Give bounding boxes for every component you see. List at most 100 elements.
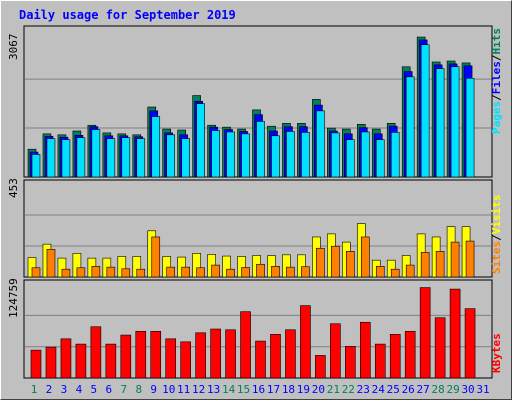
bar-kbytes-day-21 (330, 323, 341, 379)
bar-sites-day-25 (390, 268, 400, 278)
bar-kbytes-day-5 (90, 326, 102, 379)
day-label-5: 5 (91, 383, 98, 396)
bar-kbytes-day-8 (135, 330, 147, 379)
bar-kbytes-day-11 (180, 341, 191, 379)
day-label-6: 6 (106, 383, 113, 396)
bar-kbytes-day-24 (374, 343, 386, 379)
day-label-31: 31 (476, 383, 489, 396)
middle-legend: Sites/Visits (490, 195, 503, 275)
day-label-13: 13 (207, 383, 220, 396)
bar-sites-day-26 (405, 264, 415, 278)
bar-pages-day-11 (181, 138, 190, 178)
legend-sites: Sites (490, 241, 503, 274)
bar-pages-day-29 (450, 66, 460, 178)
bar-sites-day-13 (211, 264, 220, 278)
bar-pages-day-26 (405, 76, 415, 178)
legend-kbytes: KBytes (490, 333, 503, 373)
bar-kbytes-day-16 (255, 340, 266, 379)
day-label-8: 8 (135, 383, 142, 396)
bar-pages-day-16 (256, 121, 265, 178)
bar-kbytes-day-4 (75, 343, 87, 379)
bar-pages-day-23 (360, 131, 370, 178)
bar-pages-day-7 (121, 137, 131, 178)
day-label-9: 9 (150, 383, 157, 396)
bar-pages-day-20 (316, 110, 325, 178)
bar-sites-day-18 (286, 266, 295, 278)
bar-pages-day-6 (106, 138, 116, 178)
bar-kbytes-day-19 (300, 305, 311, 379)
day-label-19: 19 (297, 383, 310, 396)
bar-sites-day-2 (46, 248, 56, 278)
bar-kbytes-day-17 (270, 333, 281, 379)
bar-sites-day-24 (375, 266, 385, 278)
day-label-11: 11 (177, 383, 190, 396)
bar-sites-day-12 (196, 267, 205, 278)
bar-kbytes-day-28 (434, 317, 446, 379)
day-label-26: 26 (402, 383, 415, 396)
day-label-12: 12 (192, 383, 205, 396)
bar-sites-day-28 (435, 251, 445, 278)
bar-kbytes-day-25 (389, 333, 401, 379)
bar-sites-day-17 (271, 266, 280, 278)
day-labels: 1 2 3 4 5 6 7 8 9 10 11 12 13 14 15 16 17 18 19 20 21 22 23 24 2… (31, 383, 490, 396)
bar-sites-day-3 (61, 268, 71, 278)
day-label-22: 22 (342, 383, 355, 396)
day-label-10: 10 (162, 383, 175, 396)
bar-sites-day-27 (420, 252, 430, 278)
bar-kbytes-day-14 (225, 329, 236, 379)
bar-pages-day-14 (226, 131, 235, 178)
day-label-7: 7 (120, 383, 127, 396)
day-label-27: 27 (417, 383, 430, 396)
bar-kbytes-day-20 (315, 355, 326, 379)
bar-sites-day-4 (76, 267, 86, 278)
bar-sites-day-30 (465, 240, 475, 278)
bar-pages-day-15 (241, 133, 250, 178)
bar-pages-day-9 (151, 116, 161, 178)
bar-sites-day-16 (256, 263, 265, 278)
legend-visits: Visits (490, 195, 503, 235)
bar-sites-day-1 (31, 267, 41, 278)
day-label-28: 28 (432, 383, 445, 396)
middle-max-label: 453 (7, 178, 20, 198)
legend-pages: Pages (490, 101, 503, 134)
panel-hits-files-pages (23, 25, 493, 178)
bar-sites-day-10 (166, 266, 176, 278)
day-label-14: 14 (222, 383, 236, 396)
bar-kbytes-day-10 (165, 338, 177, 379)
day-label-20: 20 (312, 383, 325, 396)
bar-kbytes-day-2 (45, 346, 57, 379)
bar-sites-day-11 (181, 266, 190, 278)
legend-sep-3: / (490, 234, 503, 241)
bar-kbytes-day-15 (240, 311, 251, 379)
legend-files: Files (490, 61, 503, 94)
bar-pages-day-18 (286, 131, 295, 178)
bar-kbytes-day-3 (60, 338, 72, 379)
panel-visits-sites (23, 179, 493, 278)
bar-kbytes-day-23 (359, 321, 371, 379)
bar-pages-day-28 (435, 68, 445, 178)
day-label-15: 15 (237, 383, 250, 396)
day-label-25: 25 (387, 383, 400, 396)
bar-sites-day-20 (316, 247, 325, 278)
day-label-2: 2 (46, 383, 53, 396)
day-label-1: 1 (31, 383, 38, 396)
top-max-label: 3067 (7, 34, 20, 61)
chart-title: Daily usage for September 2019 (19, 8, 236, 22)
bar-kbytes-day-27 (419, 287, 431, 379)
day-label-17: 17 (267, 383, 280, 396)
bar-sites-day-19 (301, 266, 310, 278)
bar-pages-day-25 (390, 132, 400, 178)
bar-pages-day-19 (301, 132, 310, 178)
legend-hits: Hits (490, 28, 503, 55)
bar-sites-day-22 (346, 251, 355, 278)
bar-kbytes-day-30 (464, 308, 476, 379)
bar-pages-day-24 (375, 139, 385, 178)
day-label-23: 23 (357, 383, 370, 396)
day-label-16: 16 (252, 383, 265, 396)
day-label-4: 4 (76, 383, 83, 396)
bar-kbytes-day-13 (210, 328, 221, 379)
day-label-21: 21 (327, 383, 340, 396)
bar-pages-day-30 (465, 77, 475, 178)
bar-pages-day-22 (346, 139, 355, 178)
